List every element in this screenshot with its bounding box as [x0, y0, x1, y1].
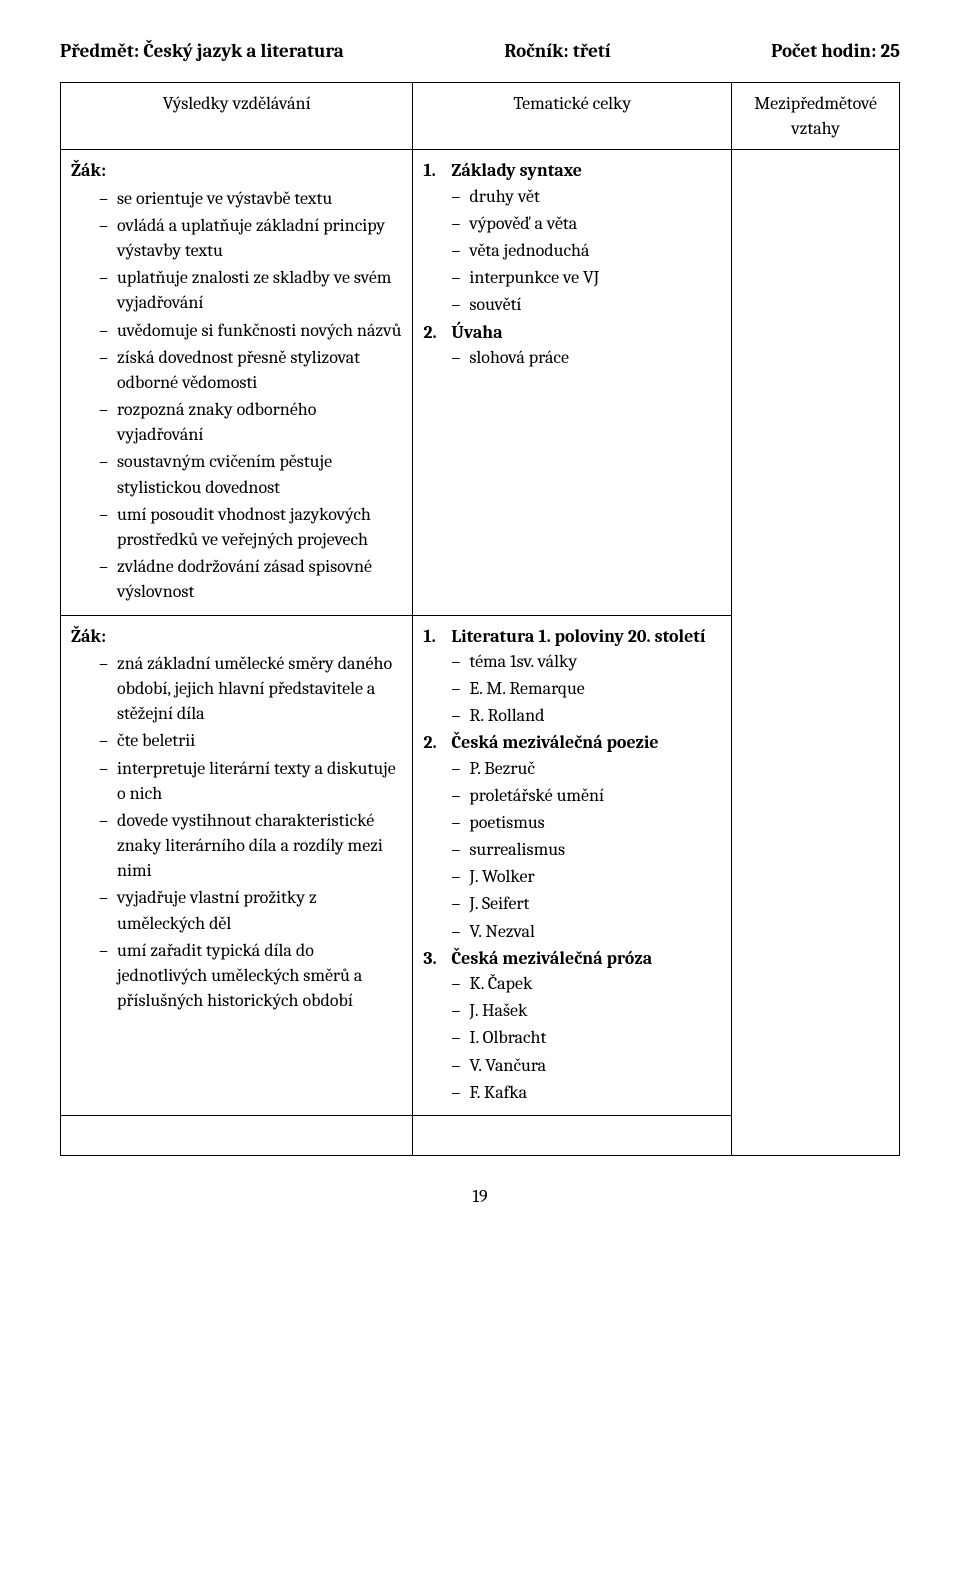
subject-label: Předmět:: [60, 40, 139, 62]
topic-title: Základy syntaxe: [451, 160, 582, 181]
topic-item: 1. Základy syntaxe druhy větvýpověď a věta…: [423, 158, 721, 317]
page-number: 19: [60, 1186, 900, 1207]
empty-cell: [413, 1115, 732, 1155]
curriculum-table: Výsledky vzdělávání Tematické celky Mezi…: [60, 82, 900, 1156]
list-item: interpretuje literární texty a diskutuje…: [99, 756, 402, 806]
topic-number: 1.: [423, 158, 435, 183]
topic-subitems: P. Bezručproletářské uměnípoetismussurre…: [451, 756, 721, 944]
zak-label: Žák:: [71, 624, 402, 649]
topic-item: 2. Úvahaslohová práce: [423, 320, 721, 370]
subject-value: Český jazyk a literatura: [143, 40, 343, 62]
list-item: vyjadřuje vlastní prožitky z uměleckých …: [99, 885, 402, 935]
cell-relations: [732, 150, 900, 1156]
list-item: R. Rolland: [451, 703, 721, 728]
list-item: dovede vystihnout charakteristické znaky…: [99, 808, 402, 884]
grade-label: Ročník:: [504, 40, 568, 62]
list-item: V. Nezval: [451, 919, 721, 944]
list-item: F. Kafka: [451, 1080, 721, 1105]
topic-number: 1.: [423, 624, 435, 649]
outcomes-list: zná základní umělecké směry daného obdob…: [71, 651, 402, 1014]
list-item: V. Vančura: [451, 1053, 721, 1078]
cell-topics-1: 1. Základy syntaxe druhy větvýpověď a věta…: [413, 150, 732, 615]
topic-number: 3.: [423, 946, 436, 971]
topic-title: Česká meziválečná poezie: [451, 732, 658, 753]
list-item: J. Hašek: [451, 998, 721, 1023]
hours-value: 25: [880, 40, 900, 62]
cell-outcomes-1: Žák: se orientuje ve výstavbě textuovlád…: [61, 150, 413, 615]
list-item: K. Čapek: [451, 971, 721, 996]
topic-number: 2.: [423, 320, 436, 345]
table-header-row: Výsledky vzdělávání Tematické celky Mezi…: [61, 83, 900, 150]
list-item: výpověď a věta: [451, 211, 721, 236]
topic-subitems: slohová práce: [451, 345, 721, 370]
table-row: Žák: se orientuje ve výstavbě textuovlád…: [61, 150, 900, 615]
topic-number: 2.: [423, 730, 436, 755]
list-item: ovládá a uplatňuje základní principy výs…: [99, 213, 402, 263]
list-item: proletářské umění: [451, 783, 721, 808]
col-header-outcomes: Výsledky vzdělávání: [61, 83, 413, 150]
col-header-topics: Tematické celky: [413, 83, 732, 150]
list-item: uplatňuje znalosti ze skladby ve svém vy…: [99, 265, 402, 315]
cell-outcomes-2: Žák: zná základní umělecké směry daného …: [61, 615, 413, 1115]
list-item: umí posoudit vhodnost jazykových prostře…: [99, 502, 402, 552]
hours: Počet hodin: 25: [771, 40, 900, 62]
topic-title: Úvaha: [451, 322, 502, 343]
list-item: rozpozná znaky odborného vyjadřování: [99, 397, 402, 447]
list-item: P. Bezruč: [451, 756, 721, 781]
list-item: soustavným cvičením pěstuje stylistickou…: [99, 449, 402, 499]
topic-item: 1. Literatura 1. poloviny 20. stoletítéma…: [423, 624, 721, 729]
list-item: zná základní umělecké směry daného obdob…: [99, 651, 402, 727]
list-item: poetismus: [451, 810, 721, 835]
list-item: souvětí: [451, 292, 721, 317]
list-item: uvědomuje si funkčnosti nových názvů: [99, 318, 402, 343]
outcomes-list: se orientuje ve výstavbě textuovládá a u…: [71, 186, 402, 605]
topic-subitems: K. ČapekJ. HašekI. Olbracht V. VančuraF. …: [451, 971, 721, 1105]
col-header-relations: Mezipředmětové vztahy: [732, 83, 900, 150]
list-item: čte beletrii: [99, 728, 402, 753]
hours-label: Počet hodin:: [771, 40, 876, 62]
subject: Předmět: Český jazyk a literatura: [60, 40, 344, 62]
list-item: interpunkce ve VJ: [451, 265, 721, 290]
list-item: zvládne dodržování zásad spisovné výslov…: [99, 554, 402, 604]
topics-list: 1. Literatura 1. poloviny 20. stoletítéma…: [423, 624, 721, 1105]
list-item: téma 1sv. války: [451, 649, 721, 674]
list-item: surrealismus: [451, 837, 721, 862]
topic-item: 3. Česká meziválečná prózaK. ČapekJ. Haše…: [423, 946, 721, 1105]
grade: Ročník: třetí: [504, 40, 610, 62]
topic-title: Česká meziválečná próza: [451, 948, 652, 969]
list-item: umí zařadit typická díla do jednotlivých…: [99, 938, 402, 1014]
list-item: se orientuje ve výstavbě textu: [99, 186, 402, 211]
topic-item: 2. Česká meziválečná poezie P. Bezručprole…: [423, 730, 721, 944]
topic-subitems: téma 1sv. válkyE. M. RemarqueR. Rolland: [451, 649, 721, 729]
list-item: J. Seifert: [451, 891, 721, 916]
list-item: slohová práce: [451, 345, 721, 370]
list-item: získá dovednost přesně stylizovat odborn…: [99, 345, 402, 395]
cell-topics-2: 1. Literatura 1. poloviny 20. stoletítéma…: [413, 615, 732, 1115]
topic-subitems: druhy větvýpověď a větavěta jednoducháin…: [451, 184, 721, 318]
grade-value: třetí: [573, 40, 611, 62]
topic-title: Literatura 1. poloviny 20. století: [451, 626, 705, 647]
list-item: I. Olbracht: [451, 1025, 721, 1050]
list-item: věta jednoduchá: [451, 238, 721, 263]
zak-label: Žák:: [71, 158, 402, 183]
empty-cell: [61, 1115, 413, 1155]
list-item: E. M. Remarque: [451, 676, 721, 701]
header-row: Předmět: Český jazyk a literatura Ročník…: [60, 40, 900, 62]
list-item: J. Wolker: [451, 864, 721, 889]
topics-list: 1. Základy syntaxe druhy větvýpověď a věta…: [423, 158, 721, 370]
list-item: druhy vět: [451, 184, 721, 209]
